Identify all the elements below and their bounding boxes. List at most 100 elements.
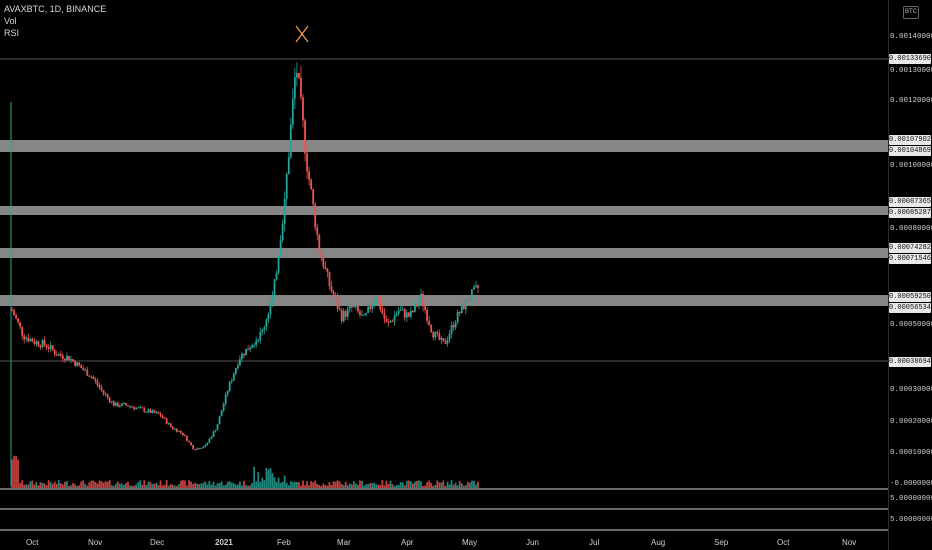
candle-body — [182, 432, 184, 436]
candle-body — [295, 73, 298, 78]
volume-bar — [473, 480, 475, 488]
volume-bar — [344, 481, 347, 488]
candle-body — [214, 430, 217, 432]
volume-bar — [86, 485, 89, 488]
volume-bar — [151, 483, 154, 488]
volume-bar — [214, 485, 217, 488]
panel-tick: 5.00000000 — [890, 495, 932, 503]
candle-body — [397, 310, 400, 314]
volume-bar — [90, 480, 93, 488]
volume-bar — [149, 481, 152, 488]
candle-body — [15, 315, 17, 319]
volume-bar — [285, 482, 288, 488]
month-label: 2021 — [215, 538, 233, 547]
candle-body — [45, 345, 48, 348]
candle-body — [53, 350, 56, 355]
volume-bar — [334, 481, 337, 488]
volume-bar — [25, 484, 28, 488]
volume-bar — [387, 483, 390, 488]
candle-body — [155, 412, 158, 414]
volume-bar — [326, 485, 329, 488]
candle-body — [72, 359, 74, 362]
volume-bar — [47, 480, 50, 488]
volume-bar — [61, 484, 64, 488]
symbol-title[interactable]: AVAXBTC, 1D, BINANCE — [4, 4, 107, 14]
candle-body — [51, 345, 54, 351]
candle-body — [418, 301, 420, 307]
candle-body — [338, 308, 341, 310]
volume-bar — [177, 484, 180, 488]
volume-bar — [243, 480, 245, 488]
price-tick: 0.00130000 — [890, 67, 932, 75]
volume-bar — [129, 485, 131, 488]
candle-body — [31, 338, 34, 342]
volume-bar — [108, 480, 111, 488]
price-axis[interactable] — [888, 0, 932, 550]
candle-body — [106, 394, 109, 398]
candle-body — [371, 304, 374, 309]
volume-bar — [379, 484, 382, 488]
volume-layer — [11, 455, 479, 488]
volume-bar — [340, 483, 343, 488]
volume-bar — [57, 480, 60, 488]
volume-bar — [308, 485, 311, 488]
volume-bar — [436, 480, 439, 488]
currency-badge[interactable]: BTC — [903, 6, 919, 19]
candle-body — [192, 445, 195, 450]
volume-bar — [37, 485, 40, 488]
volume-bar — [316, 483, 319, 488]
volume-bar — [153, 483, 156, 488]
candle-body — [179, 431, 182, 433]
volume-bar — [466, 481, 469, 488]
candle-body — [379, 300, 382, 310]
candle-body — [228, 382, 231, 392]
candle-body — [289, 124, 292, 158]
volume-bar — [190, 481, 192, 488]
volume-bar — [173, 485, 176, 488]
candle-body — [446, 339, 449, 344]
candle-body — [428, 320, 431, 326]
candle-body — [90, 376, 93, 378]
candle-body — [125, 403, 127, 406]
candle-body — [414, 303, 416, 312]
rsi-indicator-label[interactable]: RSI — [4, 28, 20, 38]
candle-body — [416, 303, 418, 307]
volume-bar — [442, 480, 445, 488]
vol-indicator-label[interactable]: Vol — [4, 16, 17, 26]
volume-bar — [251, 483, 254, 488]
volume-bar — [350, 484, 353, 488]
candle-body — [196, 448, 199, 450]
candle-body — [359, 311, 361, 315]
candle-body — [277, 256, 280, 273]
volume-bar — [200, 483, 203, 488]
candle-body — [61, 355, 64, 359]
candle-body — [161, 415, 164, 418]
volume-bar — [281, 481, 284, 488]
volume-bar — [106, 481, 109, 488]
candle-body — [332, 292, 335, 297]
volume-bar — [283, 475, 286, 488]
price-tag: 0.00085287 — [889, 208, 932, 218]
volume-bar — [186, 485, 188, 488]
candle-body — [336, 298, 339, 309]
volume-bar — [450, 480, 453, 488]
price-tag: 0.00071546 — [889, 254, 932, 264]
price-tag: 0.00074282 — [889, 243, 932, 253]
candle-body — [314, 204, 317, 228]
volume-bar — [255, 481, 258, 488]
volume-bar — [182, 480, 184, 488]
volume-bar — [155, 482, 158, 488]
volume-bar — [332, 481, 335, 488]
volume-bar — [460, 483, 463, 488]
candle-body — [177, 431, 180, 433]
volume-bar — [139, 480, 142, 488]
candle-body — [59, 354, 62, 356]
volume-bar — [45, 485, 48, 488]
volume-bar — [27, 484, 30, 488]
candle-body — [151, 410, 154, 413]
volume-bar — [222, 485, 225, 488]
candle-body — [452, 325, 455, 328]
candle-body — [23, 335, 26, 340]
candle-body — [88, 375, 91, 377]
